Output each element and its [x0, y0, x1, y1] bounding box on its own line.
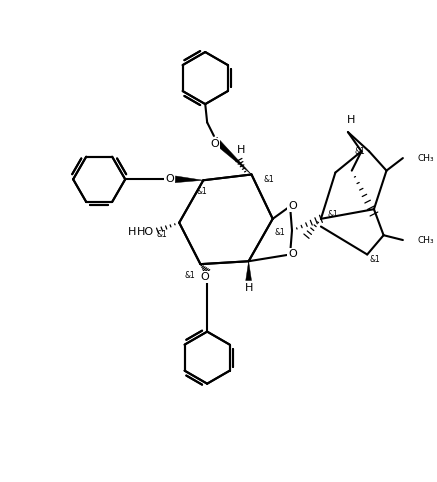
- Text: CH₃: CH₃: [417, 236, 434, 244]
- Text: &1: &1: [274, 228, 285, 237]
- Text: O: O: [200, 272, 208, 281]
- Text: HO: HO: [128, 228, 146, 237]
- Text: &1: &1: [157, 230, 168, 239]
- Text: H: H: [244, 283, 253, 293]
- Text: &1: &1: [354, 147, 365, 156]
- Text: H: H: [347, 116, 355, 125]
- Text: &1: &1: [185, 271, 196, 280]
- Text: &1: &1: [327, 210, 338, 218]
- Text: O: O: [288, 201, 297, 211]
- Text: O: O: [165, 174, 174, 184]
- Text: O: O: [211, 139, 219, 148]
- Text: &1: &1: [263, 175, 274, 184]
- Text: O: O: [211, 139, 219, 148]
- Polygon shape: [246, 261, 252, 281]
- Polygon shape: [212, 137, 252, 174]
- Text: O: O: [288, 250, 297, 259]
- Text: O: O: [288, 201, 297, 211]
- Text: O: O: [288, 250, 297, 259]
- Text: O: O: [165, 174, 174, 184]
- Text: CH₃: CH₃: [417, 154, 434, 162]
- Text: &1: &1: [370, 255, 380, 264]
- Text: HO: HO: [137, 228, 154, 237]
- Text: &1: &1: [196, 187, 207, 196]
- Text: H: H: [237, 146, 245, 155]
- Polygon shape: [175, 176, 203, 183]
- Text: O: O: [200, 272, 208, 281]
